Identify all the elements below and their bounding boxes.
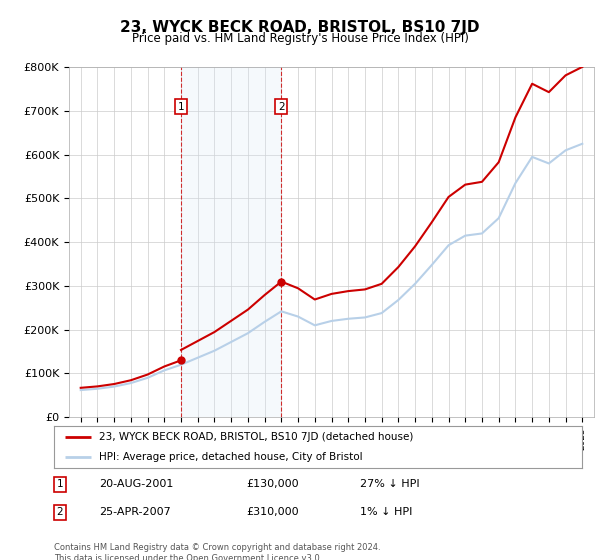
Text: HPI: Average price, detached house, City of Bristol: HPI: Average price, detached house, City… <box>99 452 362 462</box>
Text: 23, WYCK BECK ROAD, BRISTOL, BS10 7JD (detached house): 23, WYCK BECK ROAD, BRISTOL, BS10 7JD (d… <box>99 432 413 442</box>
Text: 23, WYCK BECK ROAD, BRISTOL, BS10 7JD: 23, WYCK BECK ROAD, BRISTOL, BS10 7JD <box>120 20 480 35</box>
Text: Price paid vs. HM Land Registry's House Price Index (HPI): Price paid vs. HM Land Registry's House … <box>131 32 469 45</box>
Text: £130,000: £130,000 <box>246 479 299 489</box>
Text: 27% ↓ HPI: 27% ↓ HPI <box>360 479 419 489</box>
Text: 25-APR-2007: 25-APR-2007 <box>99 507 171 517</box>
Text: 1% ↓ HPI: 1% ↓ HPI <box>360 507 412 517</box>
Text: £310,000: £310,000 <box>246 507 299 517</box>
Text: 1: 1 <box>178 101 184 111</box>
Text: 2: 2 <box>56 507 64 517</box>
Text: 1: 1 <box>56 479 64 489</box>
Bar <box>181 67 281 417</box>
Text: 20-AUG-2001: 20-AUG-2001 <box>99 479 173 489</box>
Text: 2: 2 <box>278 101 284 111</box>
Text: Contains HM Land Registry data © Crown copyright and database right 2024.
This d: Contains HM Land Registry data © Crown c… <box>54 543 380 560</box>
